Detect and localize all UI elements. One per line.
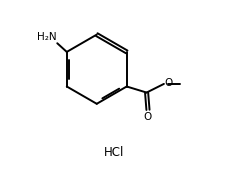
Text: O: O [165, 78, 173, 88]
Text: H₂N: H₂N [37, 31, 56, 42]
Text: O: O [144, 112, 152, 122]
Text: HCl: HCl [104, 146, 124, 159]
